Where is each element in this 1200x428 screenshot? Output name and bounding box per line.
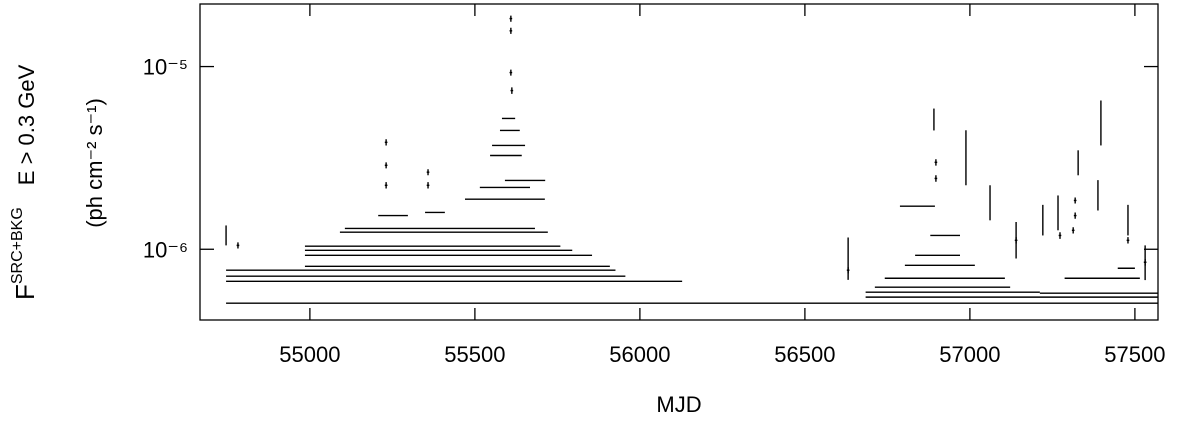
error-bar xyxy=(509,27,513,34)
x-tick-label: 55000 xyxy=(279,342,340,367)
y-label-main: F xyxy=(10,284,40,300)
error-bar xyxy=(934,175,938,182)
y-axis-label: FSRC+BKG E > 0.3 GeV xyxy=(9,64,40,300)
y-tick-label: 10⁻⁵ xyxy=(143,55,188,80)
x-tick-label: 56500 xyxy=(774,342,835,367)
y-axis-unit: (ph cm⁻² s⁻¹) xyxy=(82,98,107,228)
error-bar xyxy=(934,159,938,166)
error-bar xyxy=(384,182,388,189)
x-tick-label: 57000 xyxy=(939,342,1000,367)
error-bar xyxy=(846,267,850,274)
error-bar xyxy=(1143,259,1147,266)
y-label-energy: E > 0.3 GeV xyxy=(14,64,39,185)
error-bar xyxy=(236,242,240,249)
error-bar xyxy=(509,15,513,22)
x-tick-label: 56000 xyxy=(609,342,670,367)
x-tick-label: 57500 xyxy=(1104,342,1165,367)
y-tick-label: 10⁻⁶ xyxy=(143,237,188,262)
error-bar xyxy=(384,139,388,146)
error-bar xyxy=(384,162,388,169)
error-bar xyxy=(1058,232,1062,239)
error-bar xyxy=(1014,237,1018,244)
x-tick-label: 55500 xyxy=(444,342,505,367)
error-bar xyxy=(1073,212,1077,219)
error-bar xyxy=(1073,197,1077,204)
error-bar xyxy=(1071,227,1075,234)
error-bar xyxy=(510,87,514,94)
x-axis-label: MJD xyxy=(656,392,701,417)
y-label-sup: SRC+BKG xyxy=(9,207,26,284)
error-bar xyxy=(1126,237,1130,244)
error-bar xyxy=(426,169,430,176)
plot-frame xyxy=(199,3,1159,321)
data-area xyxy=(225,15,1158,304)
error-bar xyxy=(426,182,430,189)
error-bar xyxy=(509,69,513,76)
